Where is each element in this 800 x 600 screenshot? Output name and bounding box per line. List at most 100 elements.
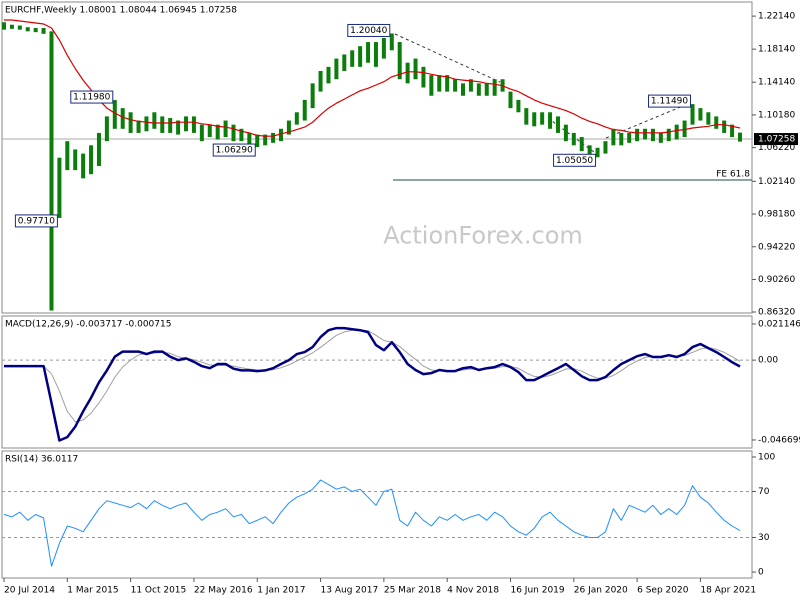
price-bar bbox=[89, 145, 94, 175]
y-tick-label: 0.021146 bbox=[758, 319, 800, 329]
price-bar bbox=[358, 46, 363, 67]
price-bar bbox=[611, 128, 616, 146]
price-bar bbox=[587, 145, 592, 155]
series-line bbox=[3, 479, 741, 567]
price-bar bbox=[635, 128, 640, 142]
series-line bbox=[4, 326, 741, 442]
y-tick-label: 0.00 bbox=[758, 356, 778, 366]
price-bar bbox=[579, 137, 584, 152]
price-bar bbox=[563, 124, 568, 142]
price-bar bbox=[278, 128, 283, 142]
y-tick-label: 0.94220 bbox=[758, 242, 795, 252]
price-bar bbox=[294, 112, 299, 125]
price-bar bbox=[255, 134, 260, 148]
price-bar bbox=[650, 128, 655, 142]
y-tick-label: -0.046699 bbox=[758, 435, 800, 445]
x-tick-label: 18 Apr 2021 bbox=[700, 586, 756, 596]
price-bar bbox=[231, 124, 236, 142]
watermark: ActionForex.com bbox=[383, 221, 583, 249]
panel-frame bbox=[1, 450, 753, 579]
price-bar bbox=[310, 83, 315, 109]
y-tick-label: 0.98180 bbox=[758, 210, 795, 220]
y-tick-label: 100 bbox=[758, 452, 775, 462]
price-bar bbox=[722, 120, 727, 133]
price-bar bbox=[191, 116, 196, 133]
y-tick-label: 1.02140 bbox=[758, 177, 795, 187]
price-bar bbox=[508, 91, 513, 109]
price-bar bbox=[516, 99, 521, 113]
x-tick-label: 13 Aug 2017 bbox=[321, 586, 379, 596]
price-bar bbox=[555, 116, 560, 133]
x-tick-label: 22 May 2016 bbox=[194, 586, 253, 596]
price-bar bbox=[540, 112, 545, 125]
annotation-label: 1.05050 bbox=[556, 156, 593, 166]
price-bar bbox=[532, 112, 537, 127]
price-bar bbox=[690, 104, 695, 125]
price-bar bbox=[468, 79, 473, 92]
price-bar bbox=[492, 79, 497, 96]
x-tick-label: 11 Oct 2015 bbox=[131, 586, 187, 596]
price-bar bbox=[706, 112, 711, 125]
price-bar bbox=[81, 153, 86, 179]
price-bar bbox=[96, 132, 101, 166]
price-bar bbox=[666, 128, 671, 142]
price-bar bbox=[373, 42, 378, 67]
panel-frame bbox=[1, 315, 753, 449]
annotation-label: 1.11980 bbox=[73, 93, 110, 103]
price-bar bbox=[714, 116, 719, 129]
price-bar bbox=[548, 112, 553, 129]
price-bar bbox=[120, 108, 125, 129]
price-bar bbox=[389, 33, 394, 51]
x-tick-label: 20 Jul 2014 bbox=[4, 586, 55, 596]
price-bar bbox=[619, 132, 624, 146]
price-bar bbox=[429, 75, 434, 96]
price-bar bbox=[247, 132, 252, 146]
price-bar bbox=[57, 157, 62, 218]
price-bar bbox=[445, 75, 450, 92]
moving-average bbox=[4, 19, 741, 137]
price-bar bbox=[524, 108, 529, 125]
price-bar bbox=[461, 83, 466, 96]
price-bar bbox=[453, 79, 458, 92]
price-bar bbox=[168, 118, 173, 133]
price-bar bbox=[595, 147, 600, 158]
price-bar bbox=[104, 116, 109, 142]
y-tick-label: 1.06220 bbox=[758, 143, 795, 153]
annotation-label: 0.97710 bbox=[18, 216, 55, 226]
price-bar bbox=[207, 124, 212, 138]
fe-label: FE 61.8 bbox=[716, 170, 750, 180]
price-bar bbox=[405, 62, 410, 84]
x-tick-label: 6 Sep 2020 bbox=[637, 586, 689, 596]
price-bar bbox=[239, 128, 244, 142]
price-bar bbox=[223, 120, 228, 138]
last-price-label: 1.07258 bbox=[758, 135, 795, 145]
trend-line bbox=[394, 33, 501, 83]
panel-title: RSI(14) 36.0117 bbox=[5, 455, 78, 465]
price-bar bbox=[674, 124, 679, 140]
panel-title: MACD(12,26,9) -0.003717 -0.000715 bbox=[5, 320, 171, 330]
y-tick-label: 30 bbox=[758, 533, 770, 543]
price-bar bbox=[112, 100, 117, 129]
price-bar bbox=[152, 112, 157, 129]
panel-title: EURCHF,Weekly 1.08001 1.08044 1.06945 1.… bbox=[5, 6, 237, 16]
y-tick-label: 0 bbox=[758, 568, 764, 578]
price-bar bbox=[698, 108, 703, 121]
annotation-box bbox=[212, 143, 256, 157]
x-tick-label: 1 Jan 2017 bbox=[257, 586, 305, 596]
x-tick-label: 1 Mar 2015 bbox=[67, 586, 118, 596]
price-bar bbox=[65, 141, 70, 171]
price-bar bbox=[421, 66, 426, 88]
price-bar bbox=[2, 22, 6, 30]
price-bar bbox=[437, 75, 442, 92]
price-bar bbox=[136, 120, 141, 133]
x-tick-label: 26 Jan 2020 bbox=[574, 586, 628, 596]
y-tick-label: 0.90260 bbox=[758, 275, 795, 285]
annotation-box bbox=[347, 23, 391, 37]
price-bar bbox=[350, 50, 355, 67]
x-tick-label: 25 Mar 2018 bbox=[384, 586, 441, 596]
price-bar bbox=[49, 31, 54, 311]
price-bar bbox=[33, 28, 38, 33]
price-bar bbox=[484, 83, 489, 96]
price-bar bbox=[342, 54, 347, 71]
